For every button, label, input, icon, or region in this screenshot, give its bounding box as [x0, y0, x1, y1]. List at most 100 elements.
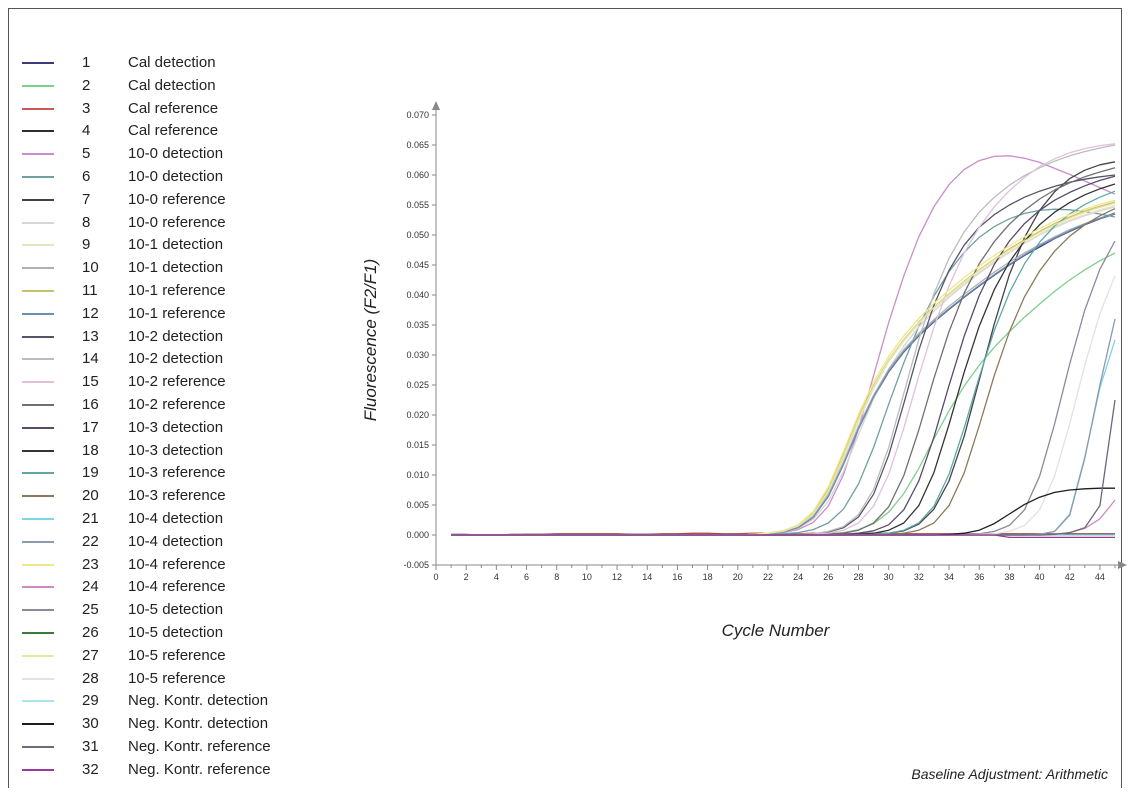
series-line-9	[451, 204, 1116, 536]
x-tick-label: 40	[1035, 572, 1045, 582]
legend-number: 11	[82, 282, 98, 299]
y-tick-label: 0.040	[406, 290, 429, 300]
series-line-23	[451, 199, 1116, 536]
legend-number: 6	[82, 168, 91, 185]
y-tick-label: 0.010	[406, 470, 429, 480]
legend-item: 7 10-0 reference	[22, 189, 352, 211]
legend-swatch	[22, 768, 54, 771]
series-line-2	[451, 252, 1116, 536]
series-line-22	[451, 318, 1116, 536]
legend-number: 2	[82, 76, 91, 94]
legend-item: 19 10-3 reference	[22, 462, 352, 484]
legend-number: 21	[82, 510, 99, 527]
y-axis-title: Fluorescence (F2/F1)	[361, 259, 380, 422]
legend-label: 10-5 reference	[128, 646, 226, 664]
series-line-1	[451, 213, 1116, 536]
legend-item: 18 10-3 detection	[22, 440, 352, 462]
legend-number: 26	[82, 624, 99, 641]
legend-number: 32	[82, 760, 99, 778]
legend-label: Cal detection	[128, 76, 216, 94]
legend-number: 10	[82, 259, 99, 277]
legend-swatch	[22, 563, 54, 566]
x-tick-label: 6	[524, 572, 529, 582]
legend-item: 2 Cal detection	[22, 75, 352, 97]
legend-number: 3	[82, 99, 91, 117]
legend-number: 22	[82, 532, 99, 550]
x-tick-label: 24	[793, 572, 803, 582]
legend-item: 31 Neg. Kontr. reference	[22, 736, 352, 758]
y-tick-label: 0.035	[406, 320, 429, 330]
legend-label: 10-5 detection	[128, 601, 224, 619]
legend-label: 10-4 reference	[128, 578, 226, 596]
legend-swatch	[22, 609, 54, 612]
legend-label: Neg. Kontr. detection	[128, 715, 269, 733]
series-line-25	[451, 240, 1116, 536]
legend-item: 29 Neg. Kontr. detection	[22, 690, 352, 712]
series-line-11	[451, 201, 1116, 536]
legend-label: 10-0 reference	[128, 213, 226, 231]
y-tick-label: 0.060	[406, 170, 429, 180]
x-tick-label: 18	[703, 572, 713, 582]
legend-swatch	[22, 586, 54, 589]
y-tick-label: 0.055	[406, 200, 429, 210]
x-tick-label: 34	[944, 572, 954, 582]
legend-item: 4 Cal reference	[22, 120, 352, 142]
legend-item: 24 10-4 reference	[22, 576, 352, 598]
legend-number: 29	[82, 692, 99, 710]
legend-swatch	[22, 449, 54, 452]
y-tick-label: 0.030	[406, 350, 429, 360]
legend-number: 28	[82, 669, 99, 687]
y-tick-label: 0.015	[406, 440, 429, 450]
legend-swatch	[22, 335, 54, 338]
legend-label: 10-3 reference	[128, 487, 226, 505]
legend-label: Neg. Kontr. reference	[128, 760, 271, 778]
legend-item: 22 10-4 detection	[22, 531, 352, 553]
legend-swatch	[22, 632, 54, 634]
x-tick-label: 32	[914, 572, 924, 582]
x-tick-label: 2	[464, 572, 469, 582]
y-tick-label: 0.005	[406, 500, 429, 510]
legend-item: 15 10-2 reference	[22, 371, 352, 393]
legend-swatch	[22, 221, 54, 224]
legend-swatch	[22, 426, 54, 429]
legend-number: 31	[82, 738, 99, 755]
legend-label: 10-4 detection	[128, 532, 224, 550]
legend-label: 10-2 detection	[128, 350, 224, 368]
legend-item: 25 10-5 detection	[22, 599, 352, 621]
y-tick-label: 0.000	[406, 530, 429, 540]
x-tick-label: 22	[763, 572, 773, 582]
legend-number: 23	[82, 555, 99, 573]
legend-item: 17 10-3 detection	[22, 417, 352, 439]
y-tick-label: 0.065	[406, 140, 429, 150]
legend-item: 11 10-1 reference	[22, 280, 352, 302]
legend-number: 5	[82, 145, 91, 163]
legend-number: 16	[82, 396, 99, 413]
legend-swatch	[22, 176, 54, 178]
legend-swatch	[22, 677, 54, 680]
legend-number: 15	[82, 373, 99, 391]
legend-label: Neg. Kontr. detection	[128, 692, 269, 710]
legend-swatch	[22, 130, 54, 133]
series-line-12	[451, 212, 1116, 536]
series-line-13	[451, 174, 1116, 536]
legend-number: 7	[82, 190, 91, 208]
legend-label: 10-3 detection	[128, 441, 224, 459]
series-line-20	[451, 208, 1116, 536]
series-line-31	[451, 399, 1116, 536]
legend-label: 10-4 reference	[128, 555, 226, 573]
legend-label: 10-1 reference	[128, 304, 226, 322]
legend-item: 27 10-5 reference	[22, 645, 352, 667]
legend-label: 10-0 reference	[128, 190, 226, 208]
series-lines	[451, 143, 1116, 539]
legend-swatch	[22, 518, 54, 520]
x-tick-label: 16	[672, 572, 682, 582]
legend-number: 27	[82, 646, 99, 664]
legend-swatch	[22, 404, 54, 406]
y-tick-label: -0.005	[403, 560, 429, 570]
legend-number: 9	[82, 236, 91, 254]
legend-swatch	[22, 472, 54, 475]
legend-swatch	[22, 654, 54, 657]
legend-item: 8 10-0 reference	[22, 212, 352, 234]
legend-item: 28 10-5 reference	[22, 668, 352, 690]
